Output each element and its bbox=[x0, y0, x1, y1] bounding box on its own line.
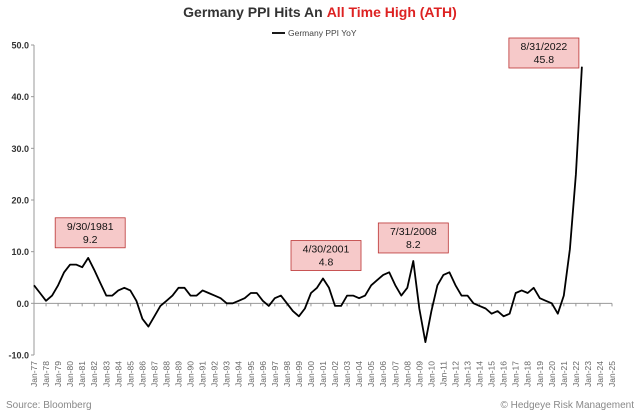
x-tick-label: Jan-81 bbox=[77, 361, 87, 387]
x-tick-label: Jan-02 bbox=[330, 361, 340, 387]
x-tick-label: Jan-10 bbox=[426, 361, 436, 387]
x-tick-label: Jan-92 bbox=[210, 361, 220, 387]
y-tick-label: 0.0 bbox=[16, 299, 29, 309]
x-tick-label: Jan-89 bbox=[174, 361, 184, 387]
y-tick-label: 50.0 bbox=[11, 41, 29, 51]
x-tick-label: Jan-04 bbox=[354, 361, 364, 387]
x-tick-label: Jan-21 bbox=[559, 361, 569, 387]
x-tick-label: Jan-00 bbox=[306, 361, 316, 387]
x-tick-label: Jan-87 bbox=[149, 361, 159, 387]
annotation-value: 4.8 bbox=[319, 257, 334, 269]
annotation-box bbox=[377, 222, 449, 254]
x-tick-label: Jan-07 bbox=[390, 361, 400, 387]
y-tick-label: 30.0 bbox=[11, 144, 29, 154]
x-tick-label: Jan-91 bbox=[198, 361, 208, 387]
x-tick-label: Jan-78 bbox=[41, 361, 51, 387]
x-tick-label: Jan-13 bbox=[463, 361, 473, 387]
x-tick-label: Jan-79 bbox=[53, 361, 63, 387]
x-tick-label: Jan-99 bbox=[294, 361, 304, 387]
x-tick-label: Jan-98 bbox=[282, 361, 292, 387]
x-tick-label: Jan-15 bbox=[487, 361, 497, 387]
legend: Germany PPI YoY bbox=[272, 28, 357, 38]
annotation-value: 8.2 bbox=[406, 239, 421, 251]
x-tick-label: Jan-88 bbox=[161, 361, 171, 387]
x-tick-label: Jan-96 bbox=[258, 361, 268, 387]
annotation-box bbox=[290, 240, 362, 271]
x-tick-label: Jan-22 bbox=[571, 361, 581, 387]
annotation-date: 4/30/2001 bbox=[303, 244, 350, 256]
x-tick-label: Jan-11 bbox=[438, 361, 448, 387]
title-main: Germany PPI Hits An bbox=[183, 4, 323, 20]
x-tick-label: Jan-20 bbox=[547, 361, 557, 387]
x-tick-label: Jan-03 bbox=[342, 361, 352, 387]
annotation-date: 8/31/2022 bbox=[521, 41, 568, 53]
annotation-value: 9.2 bbox=[83, 234, 98, 246]
x-tick-label: Jan-82 bbox=[89, 361, 99, 387]
annotation-box bbox=[54, 217, 126, 249]
x-tick-label: Jan-83 bbox=[101, 361, 111, 387]
x-tick-label: Jan-08 bbox=[402, 361, 412, 387]
x-tick-label: Jan-01 bbox=[318, 361, 328, 387]
x-tick-label: Jan-12 bbox=[450, 361, 460, 387]
x-tick-label: Jan-97 bbox=[270, 361, 280, 387]
x-tick-label: Jan-17 bbox=[511, 361, 521, 387]
annotation-value: 45.8 bbox=[534, 54, 555, 66]
x-tick-label: Jan-77 bbox=[29, 361, 39, 387]
x-tick-label: Jan-05 bbox=[366, 361, 376, 387]
x-tick-label: Jan-84 bbox=[113, 361, 123, 387]
x-tick-label: Jan-09 bbox=[414, 361, 424, 387]
x-tick-label: Jan-95 bbox=[246, 361, 256, 387]
x-tick-label: Jan-23 bbox=[583, 361, 593, 387]
y-tick-label: 40.0 bbox=[11, 92, 29, 102]
annotation-box bbox=[508, 37, 580, 69]
x-tick-label: Jan-18 bbox=[523, 361, 533, 387]
chart-title: Germany PPI Hits An All Time High (ATH) bbox=[183, 4, 457, 20]
x-tick-label: Jan-85 bbox=[125, 361, 135, 387]
credit: © Hedgeye Risk Management bbox=[500, 400, 634, 411]
y-tick-label: 20.0 bbox=[11, 196, 29, 206]
x-tick-label: Jan-14 bbox=[475, 361, 485, 387]
x-tick-label: Jan-80 bbox=[65, 361, 75, 387]
x-tick-label: Jan-19 bbox=[535, 361, 545, 387]
x-tick-label: Jan-06 bbox=[378, 361, 388, 387]
x-tick-label: Jan-86 bbox=[137, 361, 147, 387]
x-tick-label: Jan-25 bbox=[607, 361, 617, 387]
x-tick-label: Jan-90 bbox=[186, 361, 196, 387]
annotation-date: 9/30/1981 bbox=[67, 221, 114, 233]
x-tick-label: Jan-24 bbox=[595, 361, 605, 387]
series-line bbox=[33, 66, 583, 343]
y-tick-label: -10.0 bbox=[8, 351, 29, 361]
y-tick-label: 10.0 bbox=[11, 247, 29, 257]
x-tick-label: Jan-94 bbox=[234, 361, 244, 387]
annotation-date: 7/31/2008 bbox=[390, 226, 437, 238]
legend-label: Germany PPI YoY bbox=[288, 28, 357, 38]
x-tick-label: Jan-16 bbox=[499, 361, 509, 387]
source: Source: Bloomberg bbox=[6, 400, 92, 411]
title-highlight: All Time High (ATH) bbox=[327, 4, 457, 20]
x-tick-label: Jan-93 bbox=[222, 361, 232, 387]
